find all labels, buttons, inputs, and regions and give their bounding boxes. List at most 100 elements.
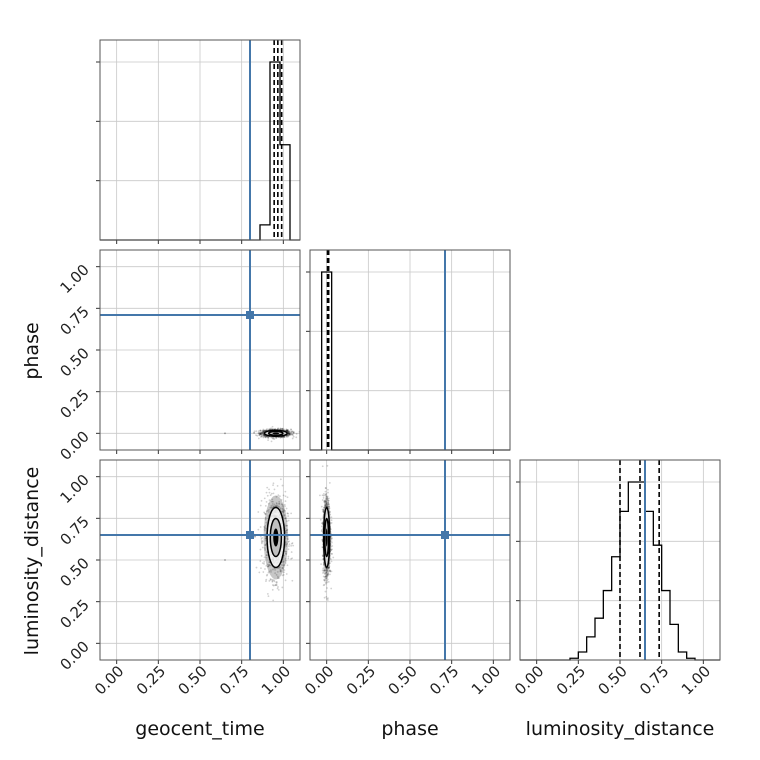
sample-point (287, 430, 289, 433)
sample-point (253, 430, 256, 433)
sample-point (325, 574, 328, 576)
sample-point (264, 436, 267, 439)
sample-point (266, 428, 268, 430)
sample-point (326, 570, 329, 573)
sample-point (286, 537, 289, 540)
sample-point (269, 564, 272, 567)
sample-point (330, 532, 333, 535)
y-tick-label: 1.00 (56, 261, 92, 297)
sample-point (288, 545, 290, 547)
sample-point (260, 433, 263, 436)
sample-point (324, 502, 327, 505)
sample-point (263, 526, 266, 528)
sample-point (322, 572, 324, 574)
sample-point (281, 586, 284, 589)
sample-point (253, 431, 255, 434)
truth-marker (441, 531, 449, 539)
sample-point (287, 538, 289, 541)
sample-point (324, 500, 327, 503)
sample-point (257, 528, 260, 531)
sample-point (260, 542, 263, 545)
sample-point (258, 571, 261, 574)
sample-point (293, 431, 295, 433)
sample-point (267, 439, 270, 442)
sample-point (283, 564, 286, 566)
sample-point (282, 428, 284, 430)
histogram-bar (612, 557, 620, 660)
sample-point (289, 433, 292, 436)
sample-point (276, 485, 279, 487)
sample-point (331, 553, 334, 555)
sample-point (325, 498, 328, 500)
x-tick-label: 0.50 (174, 662, 210, 698)
sample-point (266, 563, 269, 566)
sample-point (273, 438, 276, 440)
y-tick-label: 0.50 (56, 554, 92, 590)
sample-point (323, 501, 326, 504)
sample-point (265, 510, 268, 513)
histogram-bar (260, 225, 270, 240)
sample-point (259, 560, 262, 562)
sample-point (255, 434, 257, 437)
sample-point (267, 565, 269, 568)
sample-point (257, 432, 260, 435)
sample-point (321, 522, 324, 524)
sample-point (291, 433, 294, 436)
sample-point (290, 433, 293, 436)
sample-point (260, 436, 262, 438)
sample-point (270, 506, 273, 508)
sample-point (322, 496, 325, 499)
sample-point (291, 437, 294, 440)
sample-point (272, 504, 274, 507)
sample-point (287, 432, 290, 435)
sample-point (324, 487, 327, 490)
sample-point (326, 495, 329, 498)
sample-point (324, 490, 327, 493)
sample-point (320, 525, 323, 528)
sample-point (281, 574, 284, 577)
sample-point (275, 573, 278, 576)
sample-point (328, 566, 331, 569)
xlabel-luminosity_distance: luminosity_distance (526, 718, 715, 740)
sample-point (278, 506, 280, 508)
sample-point (322, 509, 325, 511)
sample-point (268, 508, 270, 511)
histogram-bar (653, 545, 661, 660)
sample-point (265, 564, 268, 567)
sample-point (283, 436, 285, 438)
sample-point (288, 433, 290, 436)
sample-point (324, 505, 327, 508)
y-tick-label: 1.00 (56, 471, 92, 507)
sample-point (326, 581, 329, 584)
sample-point (284, 562, 287, 564)
sample-point (275, 502, 278, 505)
sample-point (276, 427, 279, 430)
sample-point (270, 427, 272, 430)
sample-point (325, 575, 328, 578)
y-tick-label: 0.25 (56, 596, 92, 632)
sample-point (325, 501, 328, 504)
histogram-luminosity_distance (570, 482, 695, 660)
sample-point (323, 569, 325, 572)
sample-point (323, 500, 326, 503)
sample-point (290, 433, 293, 436)
sample-point (284, 495, 287, 498)
sample-point (328, 569, 331, 572)
sample-point (259, 433, 262, 436)
histogram-bar (587, 637, 595, 660)
sample-point (273, 503, 276, 506)
sample-point (322, 569, 325, 572)
sample-point (264, 518, 267, 521)
sample-point (285, 428, 288, 431)
sample-point (258, 431, 261, 434)
sample-point (328, 482, 331, 484)
sample-point (266, 573, 269, 576)
sample-point (258, 433, 261, 436)
x-tick-label: 0.25 (343, 662, 379, 698)
sample-point (324, 500, 327, 503)
sample-point (327, 499, 330, 502)
sample-point (288, 540, 290, 543)
sample-point (287, 515, 290, 517)
sample-point (321, 499, 324, 501)
sample-point (329, 528, 332, 531)
